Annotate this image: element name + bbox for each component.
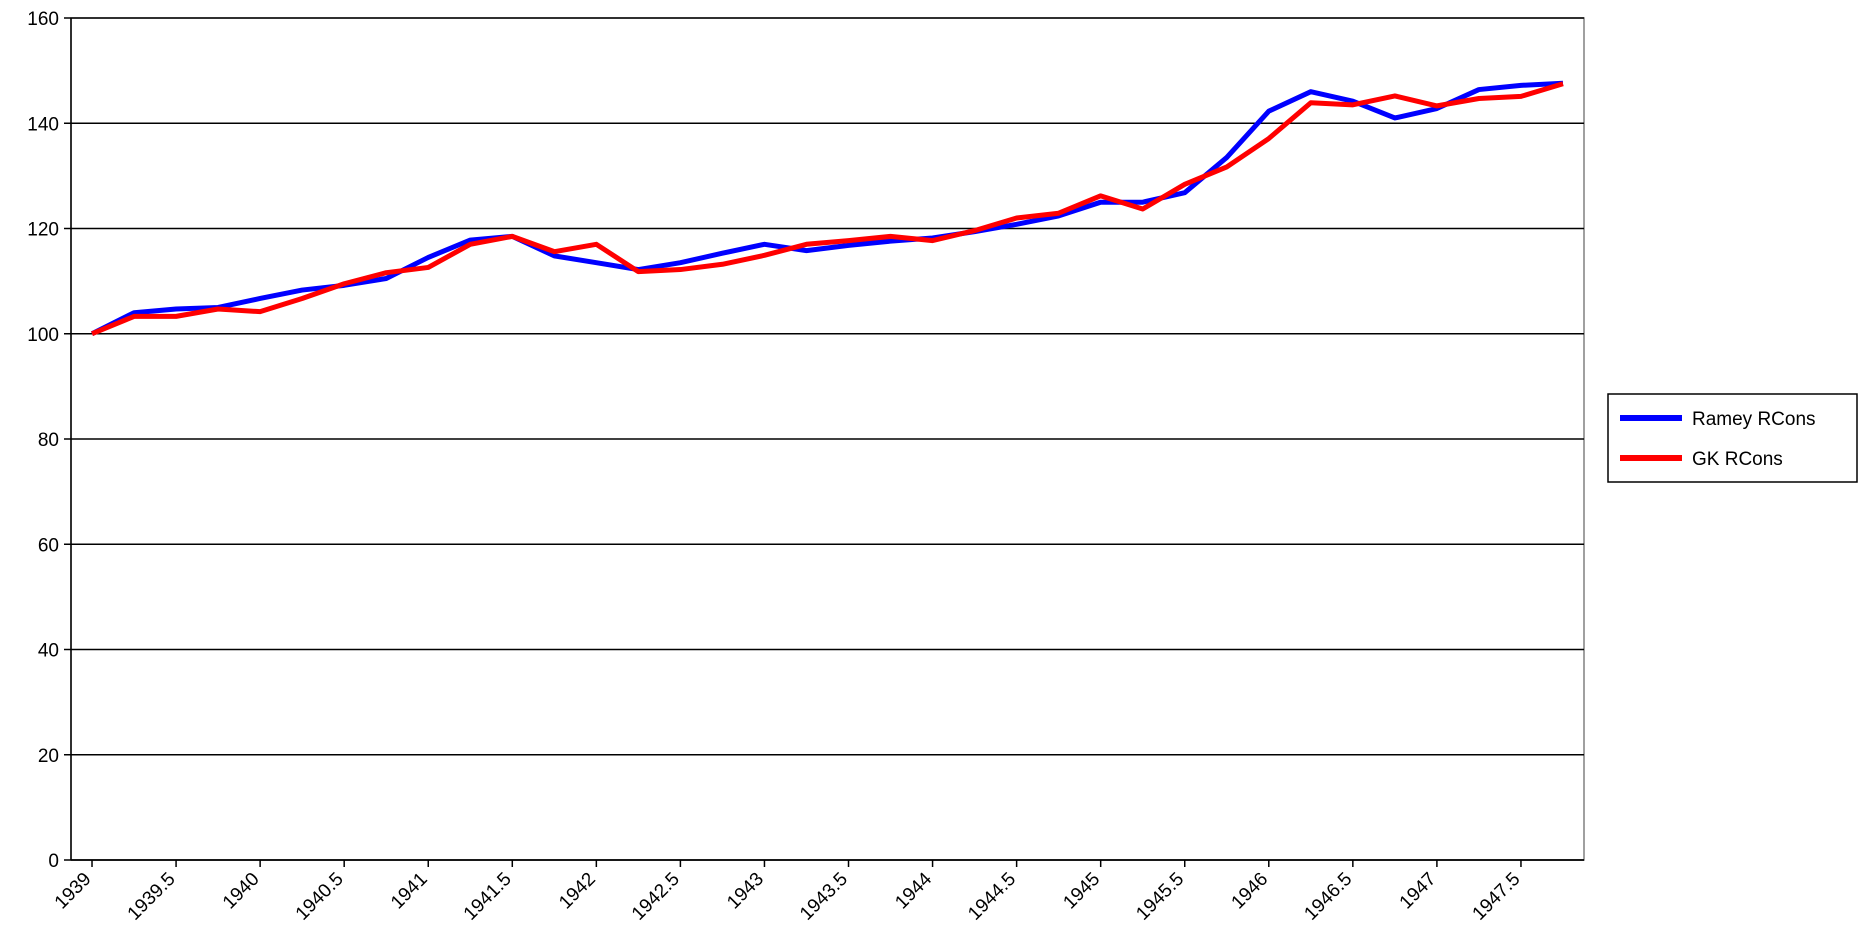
x-tick-label: 1942 — [555, 869, 600, 914]
y-tick-label: 120 — [27, 220, 59, 241]
x-tick-label: 1944 — [891, 868, 936, 913]
x-tick-label: 1940 — [219, 869, 264, 914]
y-tick-label: 140 — [27, 114, 59, 135]
x-tick-label: 1939 — [51, 869, 96, 914]
x-tick-label: 1945.5 — [1132, 869, 1188, 925]
legend-box — [1607, 393, 1858, 483]
legend-label: GK RCons — [1692, 449, 1783, 470]
x-tick-label: 1941 — [387, 869, 432, 914]
x-tick-label: 1946.5 — [1300, 869, 1356, 925]
x-tick-label: 1945 — [1059, 869, 1104, 914]
y-tick-label: 160 — [27, 9, 59, 30]
x-tick-label: 1943.5 — [796, 869, 852, 925]
series-line — [91, 81, 1564, 337]
y-tick-label: 40 — [38, 641, 59, 662]
x-tick-label: 1939.5 — [124, 869, 180, 925]
x-tick-label: 1943 — [723, 869, 768, 914]
x-tick-label: 1947 — [1396, 869, 1441, 914]
x-tick-label: 1942.5 — [628, 869, 684, 925]
y-tick-label: 80 — [38, 430, 59, 451]
y-tick-label: 20 — [38, 746, 59, 767]
y-tick-label: 0 — [48, 851, 59, 872]
x-tick-label: 1940.5 — [292, 869, 348, 925]
x-tick-label: 1944.5 — [964, 869, 1020, 925]
x-tick-label: 1947.5 — [1469, 869, 1525, 925]
x-tick-label: 1941.5 — [460, 869, 516, 925]
legend-label: Ramey RCons — [1692, 409, 1816, 430]
y-tick-label: 60 — [38, 535, 59, 556]
x-tick-label: 1946 — [1228, 869, 1273, 914]
y-tick-label: 100 — [27, 325, 59, 346]
